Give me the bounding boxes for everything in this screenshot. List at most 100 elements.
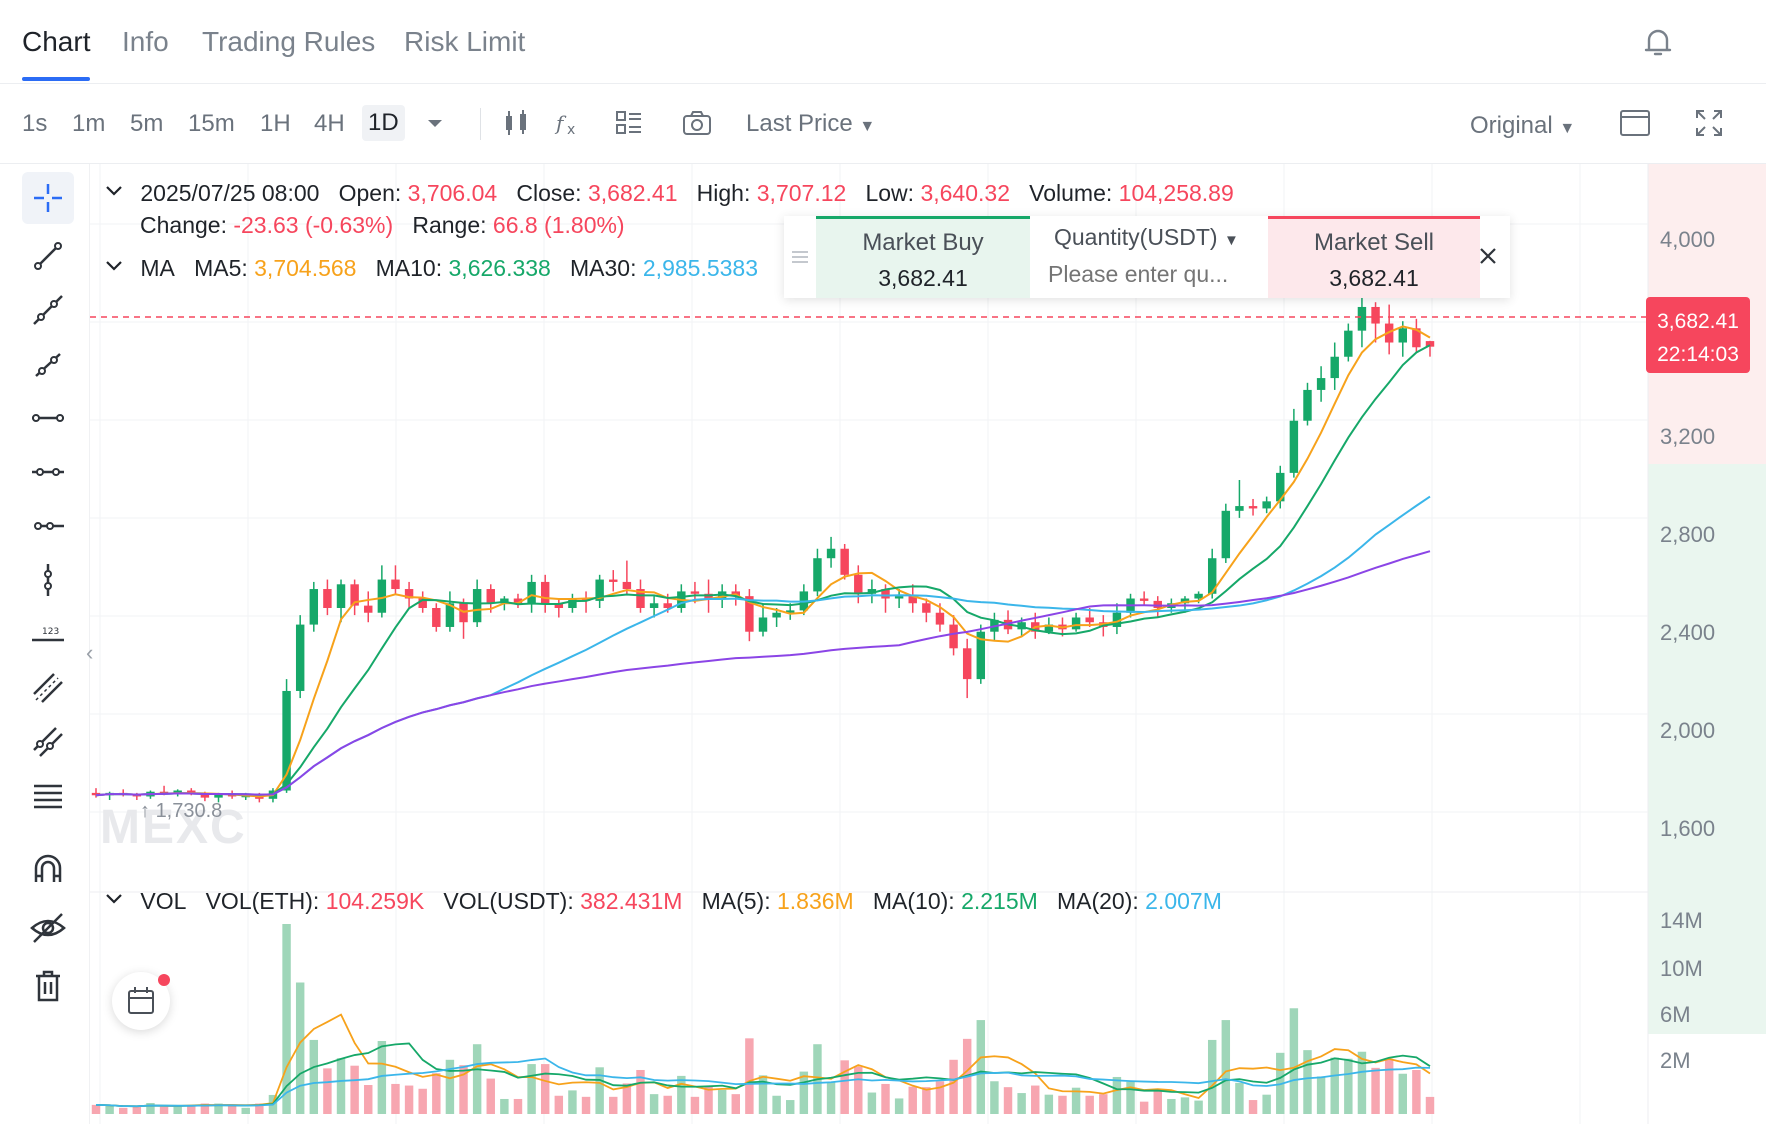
trash-icon[interactable] (28, 966, 68, 1006)
candle-body (173, 790, 182, 793)
candle-body (309, 589, 319, 625)
volume-bar (758, 1075, 768, 1114)
drag-handle-icon[interactable] (784, 216, 816, 298)
ma10-value: 3,626.338 (448, 255, 551, 281)
chevron-down-icon[interactable] (104, 889, 124, 909)
price-line-icon[interactable]: 123 (28, 614, 68, 654)
ma-title: MA (140, 255, 175, 281)
crosshair-icon[interactable] (22, 172, 74, 224)
trend-line-icon[interactable] (28, 236, 68, 276)
chevron-down-icon[interactable] (104, 181, 124, 201)
horizontal-segment-icon[interactable] (28, 506, 68, 546)
scale-mode-select[interactable]: Original ▼ (1470, 112, 1576, 139)
tab-chart[interactable]: Chart (22, 26, 91, 57)
candle-body (758, 617, 768, 632)
camera-icon[interactable] (680, 106, 714, 140)
horizontal-ray-icon[interactable] (28, 452, 68, 492)
candle-body (1425, 341, 1435, 347)
range-value: 66.8 (1.80%) (492, 212, 625, 238)
candle-body (364, 605, 373, 613)
timeframe-dropdown-icon[interactable] (418, 106, 452, 140)
quantity-field[interactable]: Quantity(USDT) ▼ (1030, 216, 1268, 298)
change-value: -23.63 (-0.63%) (233, 212, 394, 238)
volume-bar (1194, 1100, 1203, 1114)
chevron-down-icon[interactable] (104, 256, 124, 276)
ma10-line (95, 344, 1431, 797)
volume-bar (772, 1095, 781, 1114)
quantity-input[interactable] (1048, 261, 1248, 288)
volume-bar (976, 1020, 986, 1114)
low-marker: ↑ 1,730.8 (140, 800, 223, 822)
close-icon[interactable] (1474, 242, 1502, 270)
layout-grid-icon[interactable] (612, 106, 646, 140)
hide-drawings-icon[interactable] (28, 908, 68, 948)
tab-risk-limit[interactable]: Risk Limit (404, 26, 526, 57)
ma-lines (95, 325, 1431, 798)
market-buy-price: 3,682.41 (878, 265, 968, 291)
collapse-handle-icon[interactable]: ‹ (86, 640, 94, 665)
calendar-icon (128, 987, 154, 1014)
vol-eth-value: 104.259K (325, 888, 425, 914)
market-sell-button[interactable]: Market Sell 3,682.41 (1268, 216, 1480, 298)
timeframe-15m[interactable]: 15m (188, 110, 235, 137)
volume-bar (1126, 1081, 1135, 1114)
horizontal-line-icon[interactable] (28, 398, 68, 438)
ma30-label: MA30: (570, 255, 637, 281)
candle-body (745, 596, 754, 632)
candle-body (1221, 510, 1231, 559)
timeframe-1s[interactable]: 1s (22, 110, 48, 137)
timeframe-1m[interactable]: 1m (72, 110, 106, 137)
price-source-select[interactable]: Last Price ▼ (746, 110, 876, 137)
magnet-icon[interactable] (28, 850, 68, 890)
volume-bar (1248, 1100, 1258, 1114)
ray-line-icon[interactable] (28, 290, 68, 330)
timeframe-4h[interactable]: 4H (314, 110, 345, 137)
volume-bar (241, 1107, 250, 1114)
indicators-fx-icon[interactable]: f x (552, 106, 586, 140)
timeframe-5m[interactable]: 5m (130, 110, 164, 137)
volume-ma10-line (95, 1042, 1431, 1108)
quantity-unit-select[interactable]: Quantity(USDT) ▼ (1054, 224, 1239, 250)
volume-bar (745, 1038, 754, 1114)
volume-bar (717, 1089, 727, 1114)
candle-body (445, 603, 455, 627)
volume-bar (146, 1102, 155, 1114)
candle-body (595, 579, 604, 601)
vertical-line-icon[interactable] (28, 560, 68, 600)
volume-bar (105, 1105, 114, 1114)
parallel-channel-icon[interactable] (28, 668, 68, 708)
candle-body (1357, 306, 1367, 331)
timeframe-1h[interactable]: 1H (260, 110, 291, 137)
candlestick-type-icon[interactable] (500, 106, 534, 140)
volume-bar (1235, 1082, 1244, 1114)
volume-bar (1344, 1058, 1353, 1114)
fibonacci-icon[interactable] (28, 776, 68, 816)
tab-info[interactable]: Info (122, 26, 169, 57)
svg-text:123: 123 (42, 627, 59, 637)
volume-bar (622, 1083, 632, 1114)
vol-ma20-label: MA(20): (1056, 888, 1139, 914)
ohlc-date: 2025/07/25 08:00 (140, 180, 320, 206)
volume-bar (1357, 1051, 1367, 1114)
price-chart[interactable] (0, 164, 1766, 1124)
candle-body (826, 548, 836, 559)
candle-body (554, 603, 564, 608)
extended-line-icon[interactable] (28, 344, 68, 384)
volume-bar (282, 924, 291, 1114)
timeframe-1d[interactable]: 1D (362, 105, 405, 141)
fullscreen-icon[interactable] (1692, 106, 1726, 140)
ma5-label: MA5: (194, 255, 248, 281)
candle-body (432, 608, 441, 627)
candle-body (1262, 501, 1271, 509)
volume-bar (1003, 1087, 1013, 1114)
volume-bar (677, 1075, 686, 1114)
panel-layout-icon[interactable] (1618, 106, 1652, 140)
volume-bar (1099, 1094, 1108, 1114)
market-buy-button[interactable]: Market Buy 3,682.41 (816, 216, 1030, 298)
bell-icon[interactable] (1640, 24, 1676, 60)
pitchfork-icon[interactable] (28, 722, 68, 762)
volume-ma-lines (95, 1013, 1431, 1108)
tab-trading-rules[interactable]: Trading Rules (202, 26, 376, 57)
candle-body (472, 589, 482, 623)
volume-bar (554, 1095, 564, 1114)
